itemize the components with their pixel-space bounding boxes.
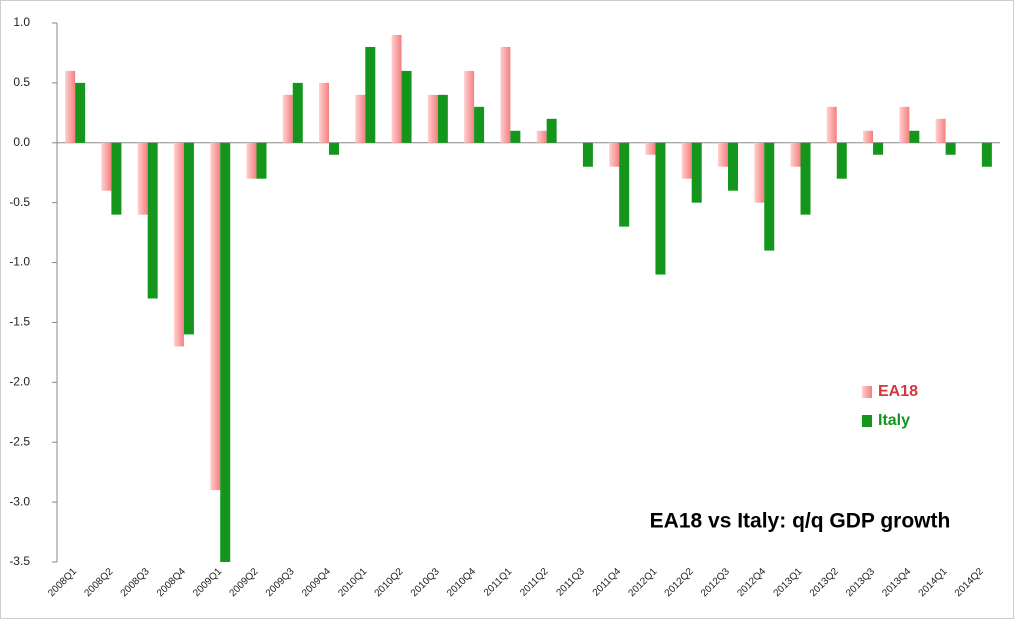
bar [391, 34, 402, 143]
bar [319, 82, 330, 143]
bar [909, 130, 920, 143]
bar [292, 82, 303, 143]
y-tick-label: -3.5 [9, 554, 30, 568]
x-tick-label: 2014Q1 [917, 566, 950, 599]
y-tick-label: 0.5 [13, 75, 30, 89]
bar [137, 142, 148, 215]
bar [836, 142, 847, 179]
x-tick-label: 2008Q2 [82, 566, 115, 599]
x-tick-label: 2011Q4 [591, 566, 624, 599]
bar [282, 94, 293, 143]
chart-title: EA18 vs Italy: q/q GDP growth [650, 510, 951, 533]
x-tick-label: 2010Q1 [336, 566, 369, 599]
bar [329, 142, 340, 155]
bar [754, 142, 765, 203]
legend-label: Italy [878, 412, 910, 429]
bar [645, 142, 656, 155]
x-tick-label: 2011Q1 [482, 566, 515, 599]
x-tick-label: 2012Q3 [699, 566, 732, 599]
x-tick-label: 2013Q3 [844, 566, 877, 599]
y-tick-label: -1.0 [9, 255, 30, 269]
x-tick-label: 2010Q4 [445, 566, 478, 599]
x-tick-label: 2009Q4 [300, 566, 333, 599]
x-tick-label: 2012Q4 [735, 566, 768, 599]
bar [717, 142, 728, 167]
bar [582, 142, 593, 167]
bar [981, 142, 992, 167]
bar [101, 142, 112, 191]
x-tick-label: 2009Q2 [228, 566, 261, 599]
bar [355, 94, 366, 143]
x-tick-label: 2011Q3 [554, 566, 587, 599]
x-tick-label: 2011Q2 [518, 566, 551, 599]
legend-label: EA18 [878, 383, 918, 400]
bar [609, 142, 620, 167]
bar [681, 142, 692, 179]
bar [510, 130, 521, 143]
x-tick-label: 2012Q1 [626, 566, 659, 599]
x-tick-label: 2014Q2 [953, 566, 986, 599]
bar [873, 142, 884, 155]
x-tick-label: 2013Q2 [808, 566, 841, 599]
bar [437, 94, 448, 143]
y-tick-label: -3.0 [9, 494, 30, 508]
bar [935, 118, 946, 143]
y-tick-label: 0.0 [13, 135, 30, 149]
bar [256, 142, 267, 179]
bar [365, 46, 376, 143]
bar [655, 142, 666, 275]
bar [210, 142, 221, 491]
bar [546, 118, 557, 143]
bar [183, 142, 194, 335]
bar [220, 142, 231, 562]
y-tick-label: -0.5 [9, 195, 30, 209]
x-tick-label: 2010Q2 [373, 566, 406, 599]
bar [826, 106, 837, 143]
bar [727, 142, 738, 191]
y-tick-label: -2.0 [9, 375, 30, 389]
bar [619, 142, 630, 227]
x-tick-label: 2008Q1 [46, 566, 79, 599]
y-tick-label: -1.5 [9, 315, 30, 329]
bar [474, 106, 485, 143]
x-tick-label: 2009Q1 [191, 566, 224, 599]
bar [790, 142, 801, 167]
bar [945, 142, 956, 155]
legend-swatch [862, 386, 872, 398]
bar [75, 82, 86, 143]
bar [899, 106, 910, 143]
bar [863, 130, 874, 143]
bar [500, 46, 511, 143]
bar [401, 70, 412, 143]
bar [536, 130, 547, 143]
x-tick-label: 2013Q4 [880, 566, 913, 599]
x-tick-label: 2009Q3 [264, 566, 297, 599]
bar [764, 142, 775, 251]
x-tick-label: 2010Q3 [409, 566, 442, 599]
y-tick-label: 1.0 [13, 15, 30, 29]
bar [464, 70, 475, 143]
bar [691, 142, 702, 203]
bar [800, 142, 811, 215]
x-tick-label: 2013Q1 [772, 566, 805, 599]
x-tick-label: 2008Q3 [119, 566, 152, 599]
bar [173, 142, 184, 347]
bar [246, 142, 257, 179]
bar [427, 94, 438, 143]
bar [147, 142, 158, 299]
y-tick-label: -2.5 [9, 434, 30, 448]
bar [65, 70, 76, 143]
x-tick-label: 2008Q4 [155, 566, 188, 599]
legend-swatch [862, 415, 872, 427]
x-tick-label: 2012Q2 [663, 566, 696, 599]
bar [111, 142, 122, 215]
